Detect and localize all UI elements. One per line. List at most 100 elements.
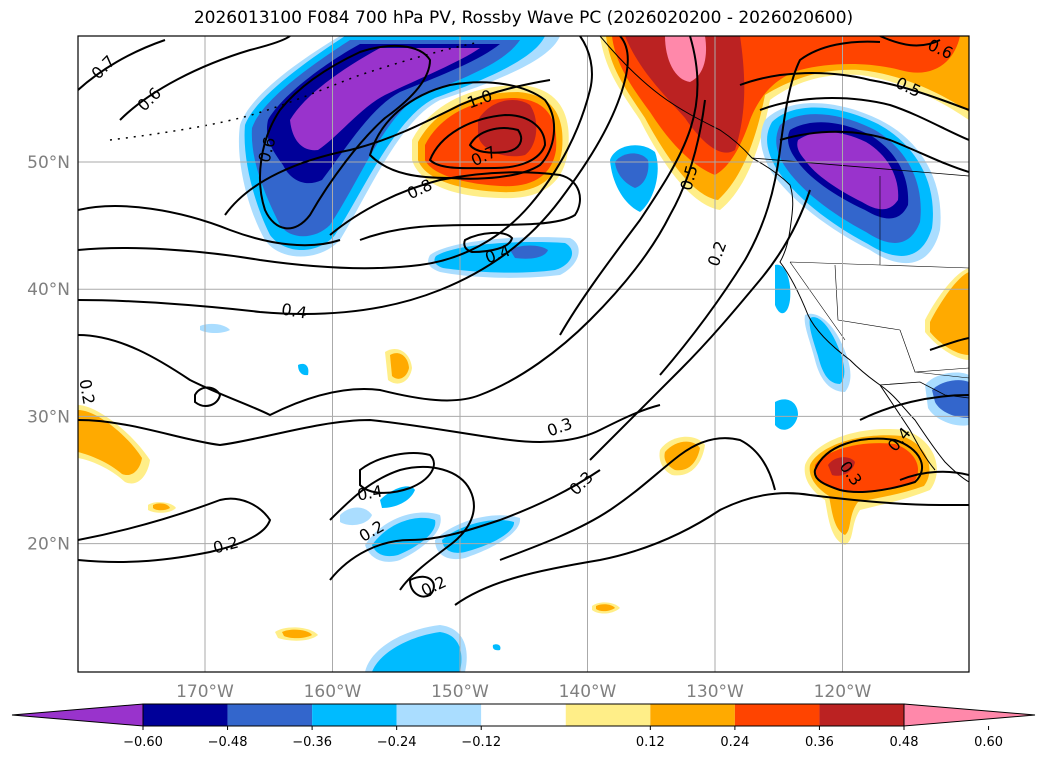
- negative-anomaly-pnw-5: [797, 131, 899, 210]
- contour-label-11: 0.4: [280, 299, 308, 322]
- pv-contour-04-box: [463, 232, 514, 254]
- colorbar-segment-8: [734, 704, 820, 726]
- aleutian-islands: [109, 41, 481, 141]
- colorbar-segment-5: [481, 704, 566, 726]
- pv-contour-flow-6: [659, 40, 881, 376]
- lon-tick-label-5: 120°W: [814, 682, 872, 702]
- colorbar-label-1: −0.48: [208, 735, 248, 750]
- lon-tick-label-1: 160°W: [304, 682, 362, 702]
- positive-anomaly-baja-3: [814, 443, 919, 493]
- negative-anomaly-south-4: [380, 486, 415, 508]
- pv-contours: [78, 36, 969, 606]
- longitude-labels: 170°W 160°W 150°W 140°W 130°W 120°W: [176, 682, 871, 702]
- lat-tick-label-0: 20°N: [27, 535, 70, 555]
- colorbar-label-3: −0.24: [377, 735, 417, 750]
- state-borders: [789, 176, 969, 379]
- latitude-labels: 20°N 30°N 40°N 50°N: [27, 153, 70, 555]
- map-border: [77, 35, 970, 673]
- pv-contour-se-1: [859, 394, 969, 421]
- positive-anomaly-ne-4: [625, 36, 745, 153]
- colorbar: −0.60 −0.48 −0.36 −0.24 −0.12 0.12 0.24 0.36 0.4…: [11, 703, 1036, 750]
- pv-contour-ne-3: [779, 130, 969, 173]
- colorbar-frame: [142, 703, 905, 727]
- colorbar-segment-4: [396, 704, 482, 726]
- pv-contour-flow-4: [78, 99, 706, 417]
- map-layers: 0.70.60.61.00.70.80.60.50.50.4 0.20.40.20…: [75, 36, 969, 672]
- pv-contour-south-4: [329, 469, 601, 581]
- positive-anomaly-blob-1b: [390, 353, 409, 379]
- pv-contour-south-5: [408, 575, 435, 598]
- colorbar-label-5: 0.12: [636, 735, 665, 750]
- north-america-coastline: [599, 36, 969, 483]
- map-title: 2026013100 F084 700 hPa PV, Rossby Wave …: [193, 8, 854, 28]
- colorbar-label-9: 0.60: [974, 735, 1003, 750]
- pv-contour-loop-2: [428, 113, 547, 170]
- negative-anomaly-nw-5: [290, 48, 480, 151]
- contour-label-12: 0.2: [75, 378, 98, 406]
- pv-contour-nw-2: [119, 36, 291, 121]
- pv-contour-ne-4: [879, 36, 941, 47]
- negative-anomaly-south-3: [340, 507, 372, 526]
- positive-anomaly-small-2b: [282, 629, 312, 639]
- colorbar-segment-3: [312, 704, 397, 726]
- pv-contour-south-7: [499, 437, 776, 561]
- pv-contour-south-2: [329, 466, 475, 591]
- colorbar-extend-min: [11, 703, 144, 727]
- coastlines: [109, 36, 969, 483]
- colorbar-segment-7: [650, 704, 735, 726]
- contour-label-15: 0.4: [356, 481, 384, 504]
- pv-contour-flow-7: [589, 189, 811, 461]
- negative-anomaly-south-5b: [372, 632, 462, 672]
- negative-anomaly-small-3: [298, 363, 309, 376]
- pv-contour-loop-small: [194, 386, 222, 407]
- positive-anomaly-small-3b: [596, 604, 615, 612]
- lat-tick-label-2: 40°N: [27, 280, 70, 300]
- colorbar-segment-1: [143, 704, 228, 726]
- lon-tick-label-2: 150°W: [431, 682, 489, 702]
- lon-tick-label-4: 130°W: [686, 682, 744, 702]
- pv-contour-se-2: [899, 470, 969, 481]
- lat-tick-label-3: 50°N: [27, 153, 70, 173]
- pv-contour-flow-3: [78, 36, 629, 315]
- colorbar-segment-6: [565, 704, 651, 726]
- pv-contour-flow-5: [559, 36, 699, 336]
- negative-anomaly-baja-2: [932, 380, 969, 418]
- pv-contour-ne-1: [739, 72, 969, 111]
- colorbar-label-7: 0.36: [805, 735, 834, 750]
- colorbar-extend-max: [903, 703, 1036, 727]
- baja-coastline: [879, 384, 936, 471]
- negative-anomaly-small-2: [200, 323, 230, 333]
- us-mexico-border: [879, 381, 969, 399]
- positive-anomaly-west-coast-2: [78, 410, 142, 476]
- lon-tick-label-0: 170°W: [176, 682, 234, 702]
- negative-anomaly-nw-4: [266, 44, 500, 184]
- lon-tick-label-3: 140°W: [559, 682, 617, 702]
- positive-anomaly-east-edge-2: [930, 272, 969, 355]
- positive-anomaly-baja-4: [828, 457, 855, 476]
- pv-contour-ne-2: [759, 97, 969, 141]
- pv-contour-06-loop: [259, 44, 432, 230]
- us-canada-border: [751, 157, 969, 177]
- pv-contour-south-3: [359, 452, 435, 494]
- pv-contour-nw-outer: [78, 39, 166, 91]
- colorbar-label-0: −0.60: [123, 735, 163, 750]
- pv-contour-03: [78, 404, 661, 447]
- negative-anomaly-blob-2c: [510, 245, 548, 259]
- colorbar-label-4: −0.12: [461, 735, 501, 750]
- pv-contour-se-3: [929, 337, 969, 351]
- colorbar-label-2: −0.36: [292, 735, 332, 750]
- colorbar-label-6: 0.24: [720, 735, 749, 750]
- pv-contour-loop-1: [368, 81, 556, 180]
- pv-contour-loop-3: [468, 127, 523, 154]
- colorbar-segment-2: [227, 704, 313, 726]
- lat-tick-label-1: 30°N: [27, 407, 70, 427]
- negative-anomaly-coast-3: [809, 317, 845, 384]
- colorbar-label-8: 0.48: [890, 735, 919, 750]
- pv-contour-center-2: [224, 79, 551, 216]
- pv-contour-flow-1: [78, 205, 341, 247]
- negative-anomaly-small-1: [775, 399, 798, 430]
- pv-contour-baja-loop: [813, 437, 924, 493]
- positive-anomaly-small-1b: [153, 503, 170, 511]
- pv-contour-center-1: [329, 171, 581, 241]
